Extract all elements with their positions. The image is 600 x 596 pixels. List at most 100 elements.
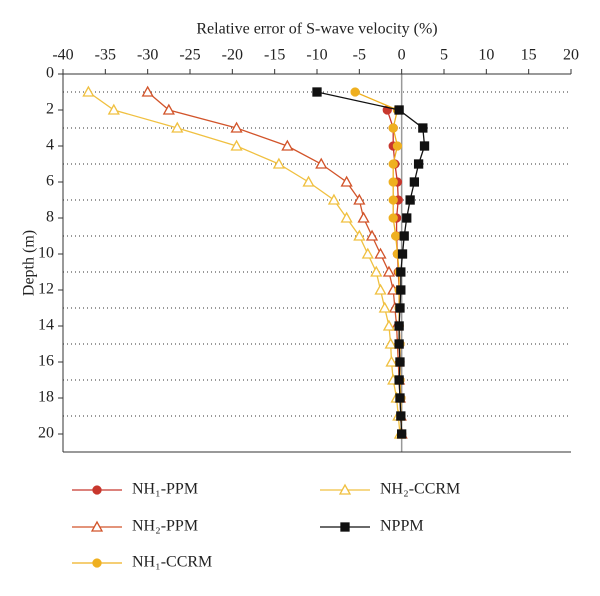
legend-label: NH₂-CCRM [380, 481, 460, 498]
y-tick-label: 2 [46, 101, 54, 118]
marker [374, 283, 387, 295]
marker [396, 285, 406, 295]
y-tick-label: 10 [38, 245, 54, 262]
marker [402, 213, 412, 223]
x-tick-label: -30 [137, 47, 158, 64]
x-tick-label: -10 [306, 47, 327, 64]
marker [382, 265, 396, 277]
marker [162, 103, 175, 115]
x-tick-label: 15 [521, 47, 537, 64]
series-line [88, 91, 401, 435]
marker [395, 393, 405, 403]
marker [350, 87, 360, 97]
y-tick-label: 0 [46, 65, 54, 82]
marker [394, 321, 404, 331]
y-tick-label: 6 [46, 173, 54, 190]
y-tick-label: 12 [38, 281, 54, 298]
y-tick-label: 8 [46, 209, 54, 226]
marker [397, 429, 407, 439]
legend-item: NH₁-PPM [72, 481, 198, 498]
y-tick-label: 16 [38, 353, 54, 370]
series-line [147, 91, 403, 435]
x-tick-label: -15 [264, 47, 285, 64]
legend-label: NPPM [380, 518, 424, 535]
marker [388, 213, 398, 223]
marker [92, 558, 102, 568]
marker [391, 231, 401, 241]
x-tick-label: -35 [95, 47, 116, 64]
marker [353, 193, 366, 205]
marker [399, 231, 409, 241]
marker [338, 483, 352, 495]
marker [374, 247, 387, 259]
marker [397, 249, 408, 259]
x-tick-label: -20 [222, 47, 243, 64]
marker [312, 87, 322, 97]
marker [361, 247, 374, 259]
marker [272, 157, 286, 169]
marker [370, 265, 383, 277]
x-tick-label: -5 [353, 47, 366, 64]
x-axis-title: Relative error of S-wave velocity (%) [196, 21, 437, 38]
legend-item: NH₂-PPM [72, 518, 198, 535]
marker [281, 139, 294, 151]
marker [405, 195, 415, 205]
marker [395, 357, 405, 367]
marker [230, 121, 243, 133]
y-axis-title: Depth (m) [21, 230, 38, 296]
marker [388, 177, 398, 187]
marker [107, 103, 120, 115]
legend-item: NH₁-CCRM [72, 554, 212, 571]
marker [396, 267, 406, 277]
legend-label: NH₁-CCRM [132, 554, 212, 571]
y-tick-label: 20 [38, 425, 54, 442]
marker [92, 485, 102, 495]
marker [141, 85, 154, 97]
marker [378, 301, 391, 313]
marker [388, 195, 398, 205]
legend-item: NH₂-CCRM [320, 481, 460, 498]
x-tick-label: 0 [398, 47, 406, 64]
marker [82, 85, 95, 97]
marker [230, 139, 243, 151]
marker [365, 229, 379, 241]
marker [396, 411, 406, 421]
marker [394, 375, 404, 385]
marker [353, 229, 366, 241]
marker [392, 141, 403, 151]
x-tick-label: -25 [179, 47, 200, 64]
y-tick-label: 14 [38, 317, 54, 334]
marker [388, 123, 398, 133]
marker [302, 175, 315, 187]
marker [315, 157, 328, 169]
legend-label: NH₂-PPM [132, 518, 198, 535]
legend-label: NH₁-PPM [132, 481, 198, 498]
marker [419, 141, 430, 151]
x-tick-label: 20 [563, 47, 579, 64]
marker [327, 193, 341, 205]
marker [384, 337, 397, 349]
y-tick-label: 18 [38, 389, 54, 406]
marker [357, 211, 370, 223]
marker [340, 211, 353, 223]
marker [394, 339, 404, 349]
legend-item: NPPM [320, 518, 424, 535]
marker [340, 522, 350, 532]
marker [395, 303, 405, 313]
marker [385, 355, 398, 367]
marker [413, 159, 424, 169]
y-tick-label: 4 [46, 137, 54, 154]
marker [388, 159, 398, 169]
x-tick-label: 5 [440, 47, 448, 64]
x-tick-label: 10 [478, 47, 494, 64]
marker [90, 520, 104, 532]
x-tick-label: -40 [52, 47, 73, 64]
marker [340, 175, 353, 187]
series-line [316, 91, 426, 435]
marker [394, 105, 404, 115]
marker [418, 123, 428, 133]
marker [382, 319, 396, 331]
marker [171, 121, 184, 133]
marker [409, 177, 420, 187]
